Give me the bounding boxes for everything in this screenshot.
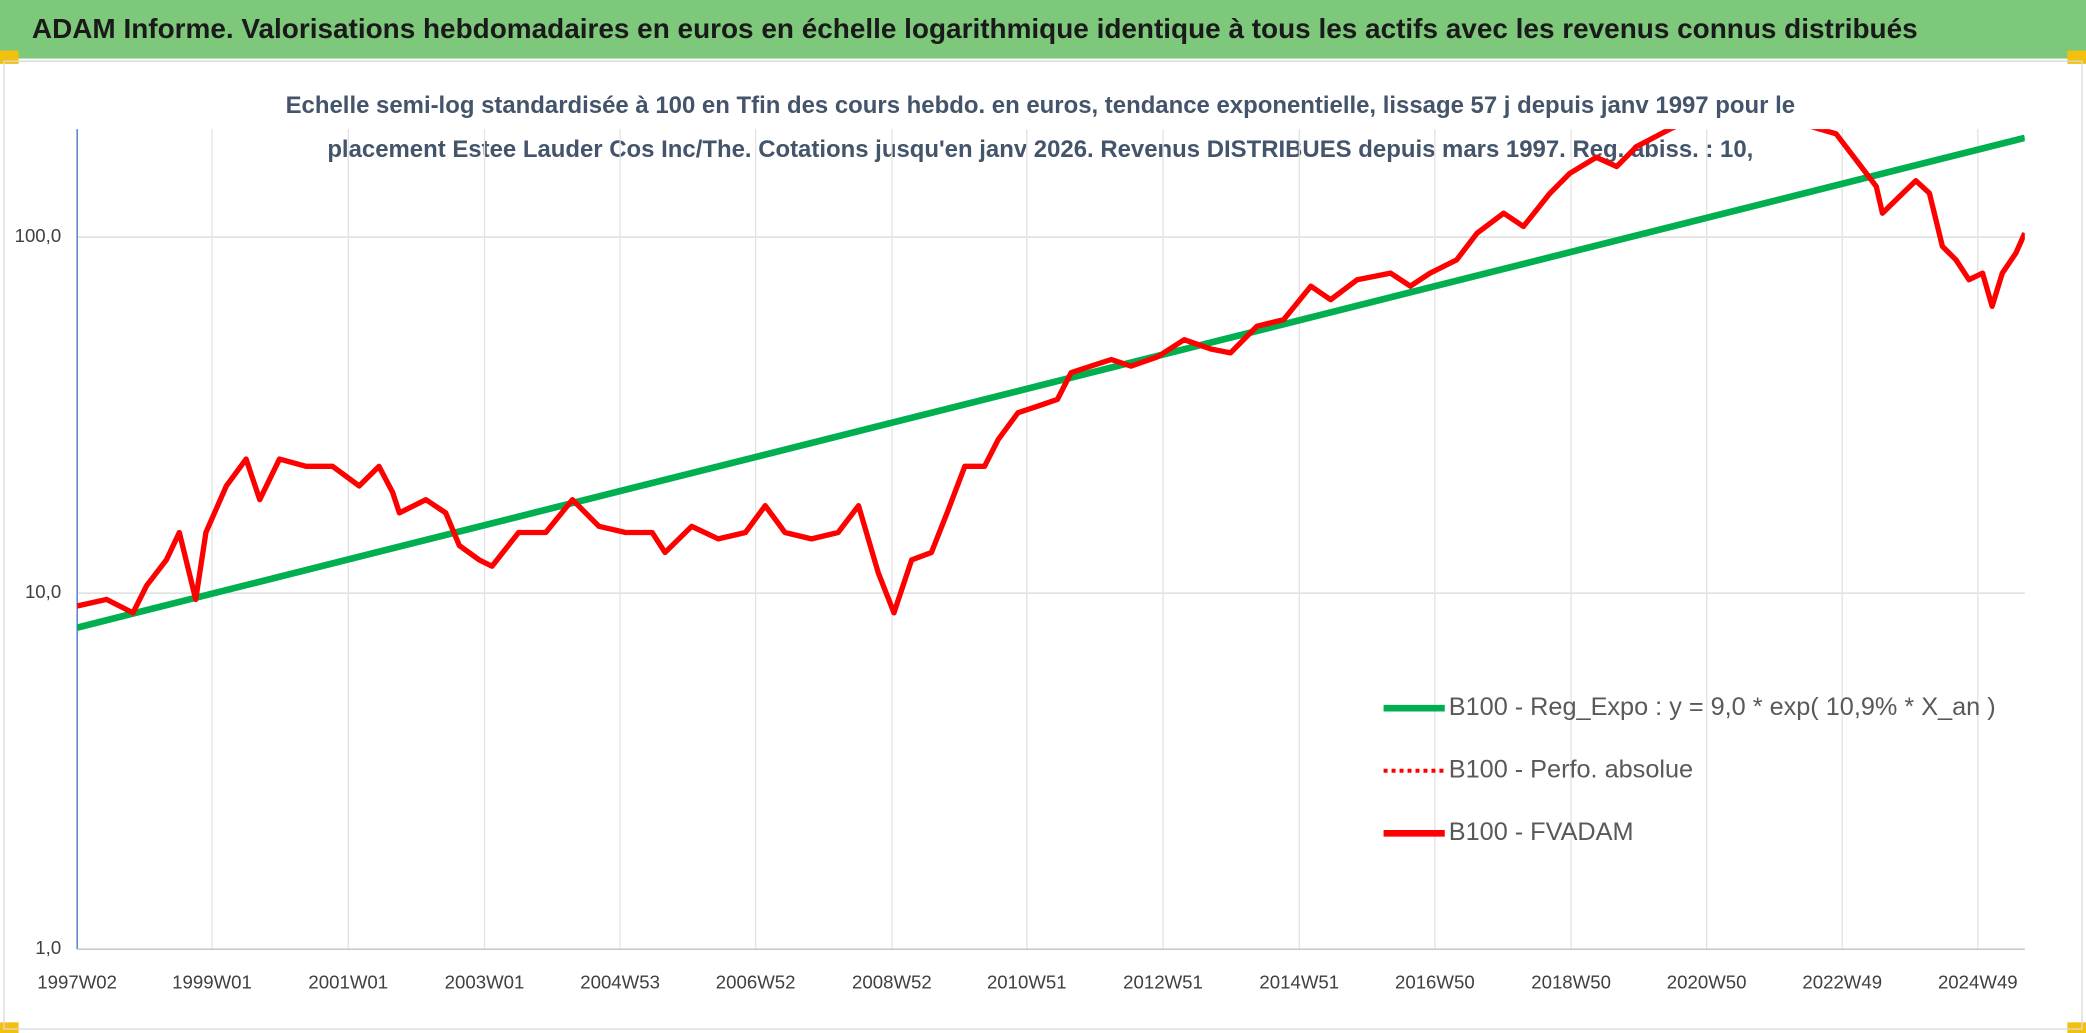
x-tick-label: 2001W01 [308, 972, 388, 993]
x-tick-label: 2012W51 [1123, 972, 1203, 993]
x-tick-label: 2016W50 [1395, 972, 1475, 993]
x-tick-label: 2003W01 [445, 972, 525, 993]
header-band [0, 0, 2086, 59]
legend-label: B100 - Perfo. absolue [1449, 755, 1693, 783]
series-line [77, 129, 2025, 616]
x-tick-label: 2024W49 [1938, 972, 2018, 993]
x-tick-label: 2014W51 [1259, 972, 1339, 993]
plot-area [77, 129, 2025, 631]
legend-label: B100 - Reg_Expo : y = 9,0 * exp( 10,9% *… [1449, 693, 1996, 721]
y-tick-label: 10,0 [25, 581, 61, 602]
x-tick-label: 2006W52 [716, 972, 796, 993]
subtitle: Echelle semi-log standardisée à 100 en T… [286, 92, 1795, 119]
x-tick-label: 2008W52 [852, 972, 932, 993]
x-tick-label: 1997W02 [37, 972, 117, 993]
series-line [77, 134, 2025, 631]
grid: 1,0 10,0 100,0 1997W02 1999W01 2001W01 2003W01… [15, 129, 2025, 993]
x-tick-label: 2022W49 [1802, 972, 1882, 993]
legend-label: B100 - FVADAM [1449, 818, 1634, 846]
x-tick-label: 1999W01 [172, 972, 252, 993]
corner [2067, 1022, 2086, 1033]
frame [3, 60, 2083, 1030]
subtitle: placement Estee Lauder Cos Inc/The. Cota… [327, 136, 1753, 163]
y-tick-label: 1,0 [35, 937, 61, 958]
corner [0, 1022, 19, 1033]
x-tick-label: 2004W53 [580, 972, 660, 993]
x-tick-label: 2018W50 [1531, 972, 1611, 993]
legend: B100 - Reg_Expo : y = 9,0 * exp( 10,9% *… [1383, 693, 1996, 846]
x-tick-label: 2020W50 [1667, 972, 1747, 993]
x-tick-label: 2010W51 [987, 972, 1067, 993]
y-tick-label: 100,0 [15, 225, 62, 246]
chart-title: ADAM Informe. Valorisations hebdomadaire… [32, 13, 1918, 44]
